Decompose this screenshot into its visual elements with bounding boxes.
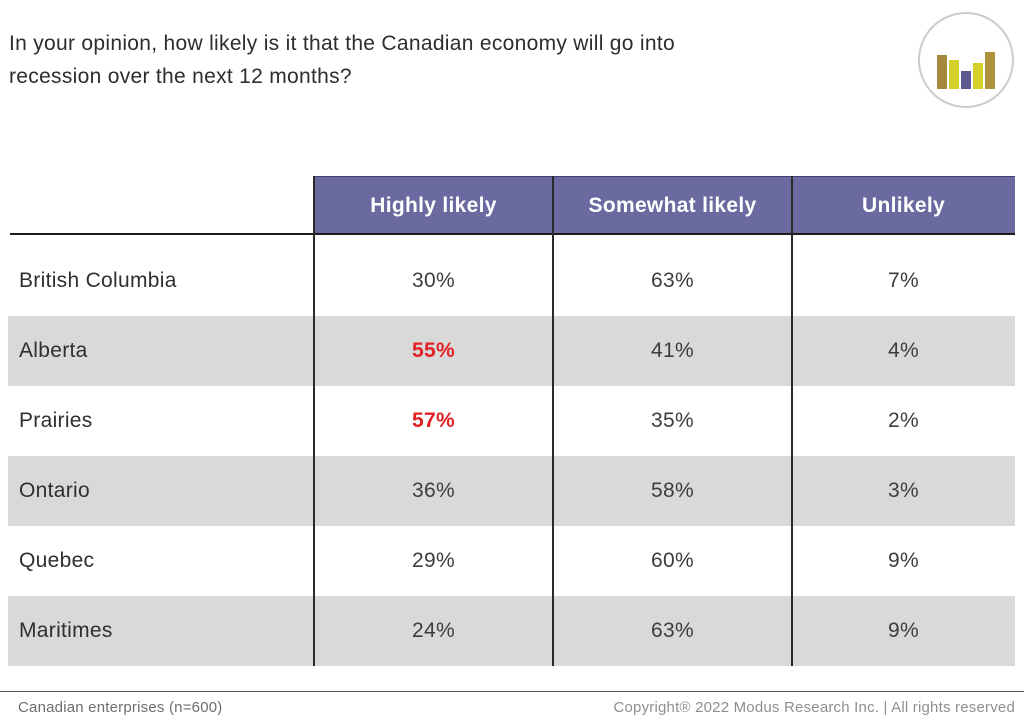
cell-value: 58% [553,456,792,526]
cell-value: 36% [314,456,553,526]
sample-note: Canadian enterprises (n=600) [18,699,223,716]
row-label-ontario: Ontario [8,456,314,526]
company-logo [918,12,1014,108]
footer-divider-line [0,691,1024,692]
cell-value: 2% [888,409,919,432]
column-divider-line [552,176,554,666]
table-grid: Highly likely Somewhat likely Unlikely B… [8,176,1015,666]
logo-bar-icon [985,52,995,89]
question-title: In your opinion, how likely is it that t… [9,32,675,88]
row-label-prairies: Prairies [19,409,93,432]
cell-value-highlighted: 55% [314,316,553,386]
header-cell-somewhat-likely: Somewhat likely [553,176,792,234]
cell-value: 29% [412,549,455,572]
cell-value: 4% [792,316,1015,386]
row-label-british-columbia: British Columbia [19,269,177,292]
header-cell-unlikely: Unlikely [792,176,1015,234]
header-divider-line [10,233,1015,235]
cell-value: 9% [888,549,919,572]
cell-value: 30% [412,269,455,292]
cell-value: 41% [553,316,792,386]
logo-bar-icon [937,55,947,89]
cell-value: 7% [888,269,919,292]
row-label-maritimes: Maritimes [8,596,314,666]
header-cell-empty [8,176,314,234]
cell-value: 63% [553,596,792,666]
header-cell-highly-likely: Highly likely [314,176,553,234]
row-label-quebec: Quebec [19,549,95,572]
logo-bar-icon [973,63,983,89]
logo-bar-icon [961,71,971,89]
cell-value: 24% [314,596,553,666]
copyright-text: Copyright® 2022 Modus Research Inc. | Al… [613,699,1015,716]
cell-value: 35% [651,409,694,432]
results-table: Highly likely Somewhat likely Unlikely B… [8,176,1015,666]
logo-bar-icon [949,60,959,89]
cell-value: 9% [792,596,1015,666]
cell-value: 60% [651,549,694,572]
column-divider-line [791,176,793,666]
row-label-alberta: Alberta [8,316,314,386]
cell-value: 3% [792,456,1015,526]
cell-value: 63% [651,269,694,292]
cell-value-highlighted: 57% [412,409,455,432]
column-divider-line [313,176,315,666]
